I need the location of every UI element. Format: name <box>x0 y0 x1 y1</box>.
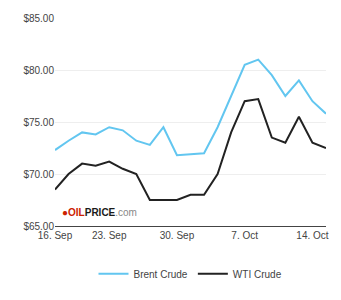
svg-text:$65.00: $65.00 <box>23 221 54 232</box>
svg-text:23. Sep: 23. Sep <box>92 230 127 241</box>
svg-text:16. Sep: 16. Sep <box>38 230 73 241</box>
svg-text:$85.00: $85.00 <box>23 13 54 24</box>
svg-text:WTI Crude: WTI Crude <box>233 269 282 280</box>
svg-text:●OILPRICE.com: ●OILPRICE.com <box>62 207 137 218</box>
svg-text:$80.00: $80.00 <box>23 65 54 76</box>
svg-text:Brent Crude: Brent Crude <box>134 269 188 280</box>
svg-text:$70.00: $70.00 <box>23 169 54 180</box>
svg-text:14. Oct: 14. Oct <box>296 230 328 241</box>
svg-text:$75.00: $75.00 <box>23 117 54 128</box>
svg-text:30. Sep: 30. Sep <box>160 230 195 241</box>
svg-text:7. Oct: 7. Oct <box>231 230 258 241</box>
